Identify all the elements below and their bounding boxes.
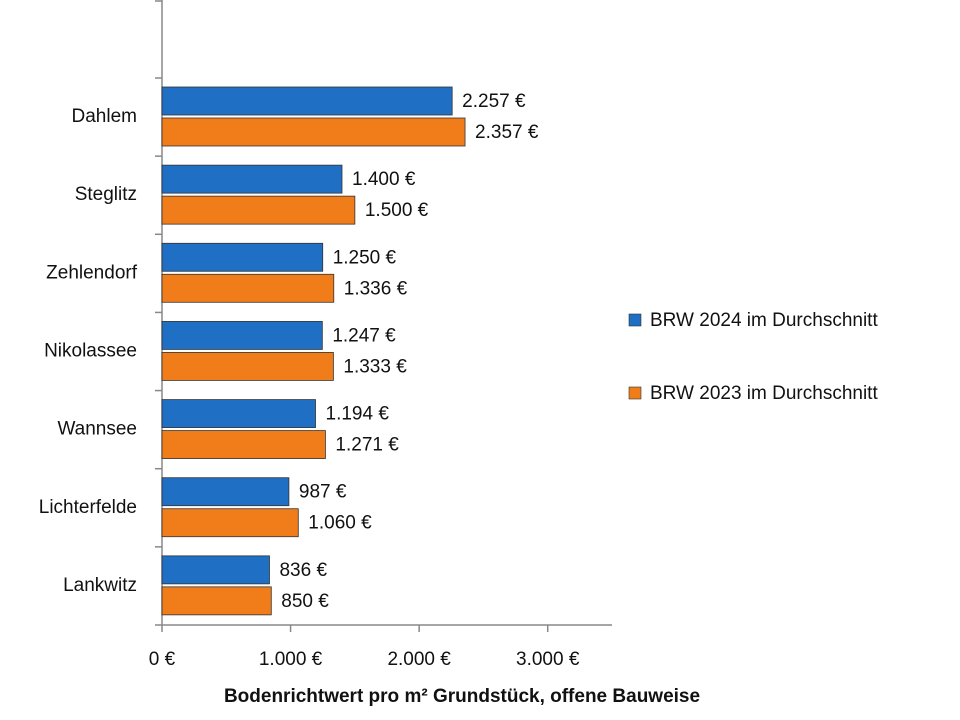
y-tick-label: Lankwitz <box>63 575 137 596</box>
value-label: 1.271 € <box>335 435 399 456</box>
bar <box>161 586 272 616</box>
legend-label: BRW 2024 im Durchschnitt <box>650 310 878 331</box>
x-tick-label: 1.000 € <box>259 649 323 670</box>
bar <box>161 399 316 428</box>
bar <box>161 195 356 225</box>
y-tick-label: Nikolassee <box>44 341 137 362</box>
value-label: 836 € <box>279 560 327 581</box>
value-label: 1.500 € <box>365 200 429 221</box>
value-label: 1.194 € <box>326 404 390 425</box>
value-label: 2.257 € <box>462 91 526 112</box>
bar <box>161 86 453 116</box>
y-tick-label: Wannsee <box>57 419 137 440</box>
value-label: 1.333 € <box>343 356 407 377</box>
bar <box>161 352 334 381</box>
legend-label: BRW 2023 im Durchschnitt <box>650 383 878 404</box>
y-tick-label: Zehlendorf <box>46 262 138 283</box>
value-label: 1.336 € <box>344 278 408 299</box>
legend-swatch <box>628 386 642 400</box>
x-tick-label: 3.000 € <box>516 649 580 670</box>
value-label: 2.357 € <box>475 122 539 143</box>
value-label: 1.247 € <box>332 325 396 346</box>
value-label: 1.400 € <box>352 169 416 190</box>
value-label: 850 € <box>281 591 329 612</box>
y-tick-label: Lichterfelde <box>39 497 137 518</box>
bar <box>161 273 335 303</box>
bar <box>161 430 326 459</box>
bar <box>161 242 324 272</box>
legend-swatch <box>628 313 642 327</box>
x-tick-label: 0 € <box>149 649 176 670</box>
bar <box>161 321 323 350</box>
y-tick-label: Steglitz <box>75 184 137 205</box>
value-label: 1.250 € <box>333 247 397 268</box>
bar <box>161 164 343 194</box>
bar <box>161 477 290 507</box>
bar <box>161 117 466 147</box>
x-tick-label: 2.000 € <box>387 649 451 670</box>
value-label: 1.060 € <box>308 513 372 534</box>
value-label: 987 € <box>299 482 347 503</box>
bar <box>161 555 270 585</box>
y-tick-label: Dahlem <box>72 106 137 127</box>
bar <box>161 508 299 538</box>
x-axis-title: Bodenrichtwert pro m² Grundstück, offene… <box>224 686 700 707</box>
